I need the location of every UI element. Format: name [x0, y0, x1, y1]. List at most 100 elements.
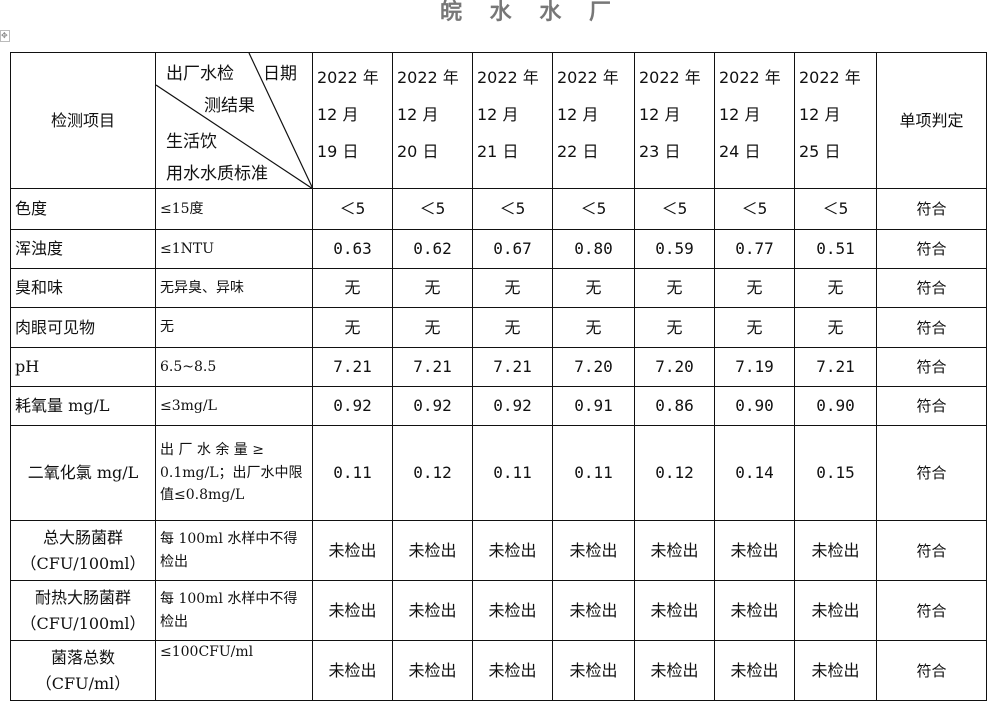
result-value: 0.15: [794, 425, 877, 521]
standard: 每 100ml 水样中不得检出: [155, 580, 313, 641]
date-part: 19 日: [317, 142, 359, 161]
verdict: 符合: [876, 229, 987, 269]
result-value: 7.20: [634, 347, 715, 387]
date-part: 20 日: [397, 142, 439, 161]
result-value: 未检出: [634, 520, 715, 581]
date-header: 2022 年 12 月 22 日: [552, 52, 635, 189]
result-value: 未检出: [634, 580, 715, 641]
standard: 出 厂 水 余 量 ≥ 0.1mg/L；出厂水中限值≤0.8mg/L: [155, 425, 313, 521]
standard: ≤15度: [155, 188, 313, 230]
result-value: 未检出: [472, 520, 553, 581]
date-part: 22 日: [557, 142, 599, 161]
item-name: 二氧化氯 mg/L: [10, 425, 156, 521]
result-value: 无: [472, 307, 553, 348]
result-value: 7.21: [392, 347, 473, 387]
result-value: ＜5: [312, 188, 393, 230]
table-row: pH 6.5~8.5 7.21 7.21 7.21 7.20 7.20 7.19 7.21 符合: [10, 347, 987, 387]
table-move-handle-icon[interactable]: ✥: [0, 30, 10, 42]
result-value: 未检出: [794, 520, 877, 581]
item-name: 菌落总数（CFU/ml）: [10, 640, 156, 701]
header-row: 检测项目 出厂水检 日期 测结果 生活饮 用水水质标准 2022 年 12 月 19…: [10, 52, 987, 189]
result-value: 0.80: [552, 229, 635, 269]
date-part: 12 月: [477, 105, 519, 124]
item-name: 总大肠菌群（CFU/100ml）: [10, 520, 156, 581]
result-value: 无: [552, 268, 635, 308]
result-value: 无: [634, 307, 715, 348]
standard: 无异臭、异味: [155, 268, 313, 308]
result-value: 未检出: [312, 640, 393, 701]
result-value: ＜5: [392, 188, 473, 230]
verdict: 符合: [876, 347, 987, 387]
verdict: 符合: [876, 307, 987, 348]
result-value: 未检出: [634, 640, 715, 701]
result-value: 未检出: [392, 580, 473, 641]
result-value: 0.14: [714, 425, 795, 521]
result-value: 0.91: [552, 386, 635, 426]
item-name: 耐热大肠菌群（CFU/100ml）: [10, 580, 156, 641]
result-value: 未检出: [714, 640, 795, 701]
result-value: 无: [392, 268, 473, 308]
table-row: 浑浊度 ≤1NTU 0.63 0.62 0.67 0.80 0.59 0.77 0.51 符合: [10, 229, 987, 269]
date-part: 12 月: [719, 105, 761, 124]
date-header: 2022 年 12 月 21 日: [472, 52, 553, 189]
diagonal-header-cell: 出厂水检 日期 测结果 生活饮 用水水质标准: [155, 52, 313, 189]
date-part: 12 月: [639, 105, 681, 124]
result-value: 未检出: [714, 580, 795, 641]
result-value: 0.62: [392, 229, 473, 269]
result-value: ＜5: [472, 188, 553, 230]
water-quality-table: 检测项目 出厂水检 日期 测结果 生活饮 用水水质标准 2022 年 12 月 19…: [10, 52, 987, 701]
table-row: 总大肠菌群（CFU/100ml）每 100ml 水样中不得检出 未检出 未检出 未检出…: [10, 520, 987, 581]
document-title: 皖 水 水 厂: [440, 0, 621, 25]
date-part: 23 日: [639, 142, 681, 161]
diag-top-right: 日期: [263, 64, 297, 84]
diag-mid: 测结果: [204, 96, 255, 116]
table-row: 耗氧量 mg/L ≤3mg/L 0.92 0.92 0.92 0.91 0.86 0.90 0.…: [10, 386, 987, 426]
verdict: 符合: [876, 580, 987, 641]
verdict: 符合: [876, 425, 987, 521]
result-value: 无: [312, 307, 393, 348]
result-value: 0.90: [714, 386, 795, 426]
date-part: 12 月: [397, 105, 439, 124]
result-value: 0.11: [472, 425, 553, 521]
date-header: 2022 年 12 月 20 日: [392, 52, 473, 189]
result-value: 未检出: [312, 520, 393, 581]
result-value: 0.11: [552, 425, 635, 521]
result-value: 未检出: [552, 580, 635, 641]
item-name: pH: [10, 347, 156, 387]
verdict: 符合: [876, 386, 987, 426]
result-value: 0.92: [472, 386, 553, 426]
table-row: 臭和味 无异臭、异味无无无无无无无符合: [10, 268, 987, 308]
result-value: 未检出: [552, 640, 635, 701]
result-value: 0.51: [794, 229, 877, 269]
result-value: 0.63: [312, 229, 393, 269]
result-value: 无: [634, 268, 715, 308]
table-row: 二氧化氯 mg/L 出 厂 水 余 量 ≥ 0.1mg/L；出厂水中限值≤0.8m…: [10, 425, 987, 521]
result-value: ＜5: [794, 188, 877, 230]
result-value: 7.19: [714, 347, 795, 387]
result-value: 未检出: [392, 640, 473, 701]
verdict-header: 单项判定: [876, 52, 987, 189]
item-header: 检测项目: [10, 52, 156, 189]
result-value: 未检出: [472, 640, 553, 701]
result-value: ＜5: [552, 188, 635, 230]
date-header: 2022 年 12 月 23 日: [634, 52, 715, 189]
date-part: 2022 年: [477, 68, 539, 87]
date-part: 12 月: [317, 105, 359, 124]
result-value: 0.11: [312, 425, 393, 521]
result-value: 未检出: [794, 640, 877, 701]
result-value: 0.92: [312, 386, 393, 426]
date-part: 2022 年: [719, 68, 781, 87]
result-value: 0.86: [634, 386, 715, 426]
diagonal-lines: [156, 53, 313, 189]
result-value: 0.92: [392, 386, 473, 426]
date-part: 25 日: [799, 142, 841, 161]
result-value: 无: [552, 307, 635, 348]
date-part: 2022 年: [397, 68, 459, 87]
item-name: 耗氧量 mg/L: [10, 386, 156, 426]
result-value: 未检出: [472, 580, 553, 641]
diag-top-left: 出厂水检: [166, 64, 234, 84]
standard: 每 100ml 水样中不得检出: [155, 520, 313, 581]
result-value: 无: [714, 268, 795, 308]
result-value: 无: [312, 268, 393, 308]
standard: 6.5~8.5: [155, 347, 313, 387]
